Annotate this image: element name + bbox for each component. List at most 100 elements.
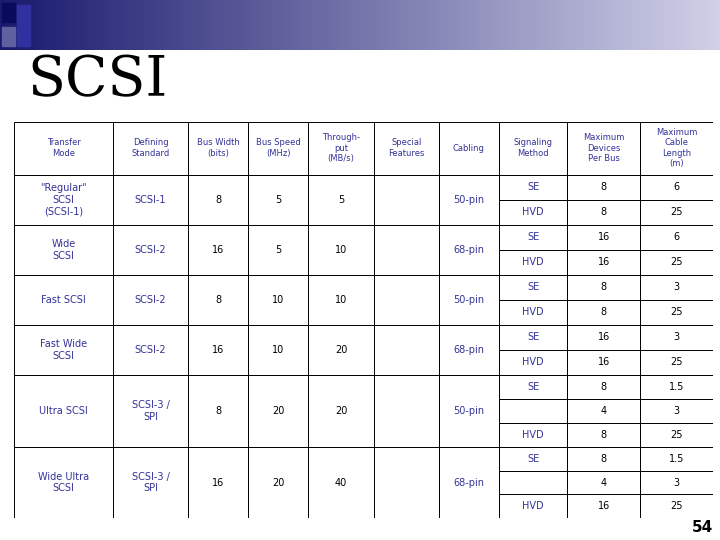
Text: 1.5: 1.5 xyxy=(669,382,684,392)
Text: HVD: HVD xyxy=(523,307,544,318)
Text: 68-pin: 68-pin xyxy=(454,477,485,488)
Bar xyxy=(640,225,713,250)
Bar xyxy=(113,447,188,518)
Text: 8: 8 xyxy=(600,382,607,392)
Bar xyxy=(499,470,567,495)
Bar xyxy=(567,350,640,375)
Bar xyxy=(113,275,188,325)
Bar xyxy=(640,122,713,175)
Text: Transfer
Mode: Transfer Mode xyxy=(47,138,81,158)
Text: 8: 8 xyxy=(600,454,607,463)
Bar xyxy=(14,225,113,275)
Bar xyxy=(113,375,188,447)
Bar xyxy=(640,175,713,200)
Text: HVD: HVD xyxy=(523,430,544,440)
Text: Wide
SCSI: Wide SCSI xyxy=(52,239,76,261)
Bar xyxy=(308,375,374,447)
Bar xyxy=(499,275,567,300)
Bar xyxy=(567,325,640,350)
Bar xyxy=(567,375,640,399)
Bar xyxy=(499,175,567,200)
Text: Through-
put
(MB/s): Through- put (MB/s) xyxy=(322,133,360,163)
Text: 40: 40 xyxy=(335,477,347,488)
Bar xyxy=(308,225,374,275)
Text: 3: 3 xyxy=(673,332,680,342)
Text: SE: SE xyxy=(527,183,539,192)
Bar xyxy=(640,275,713,300)
Text: 16: 16 xyxy=(598,332,610,342)
Text: SE: SE xyxy=(527,232,539,242)
Text: 3: 3 xyxy=(673,406,680,416)
Text: 25: 25 xyxy=(670,207,683,217)
Bar xyxy=(438,225,499,275)
Text: SE: SE xyxy=(527,454,539,463)
Bar xyxy=(499,122,567,175)
Bar xyxy=(567,470,640,495)
Text: SCSI-2: SCSI-2 xyxy=(135,345,166,355)
Text: "Regular"
SCSI
(SCSI-1): "Regular" SCSI (SCSI-1) xyxy=(40,183,87,217)
Text: 8: 8 xyxy=(600,430,607,440)
Text: 68-pin: 68-pin xyxy=(454,245,485,255)
Bar xyxy=(188,122,248,175)
Bar xyxy=(640,470,713,495)
Text: 5: 5 xyxy=(275,195,282,205)
Bar xyxy=(567,225,640,250)
Bar xyxy=(640,350,713,375)
Bar xyxy=(499,375,567,399)
Bar xyxy=(248,122,308,175)
Bar xyxy=(188,175,248,225)
Text: SE: SE xyxy=(527,282,539,292)
Bar xyxy=(640,495,713,518)
Bar xyxy=(188,275,248,325)
Text: 6: 6 xyxy=(673,232,680,242)
Text: 4: 4 xyxy=(600,477,607,488)
Bar xyxy=(374,175,438,225)
Text: 25: 25 xyxy=(670,430,683,440)
Bar xyxy=(248,325,308,375)
Text: 10: 10 xyxy=(335,245,347,255)
Bar xyxy=(188,225,248,275)
Text: HVD: HVD xyxy=(523,502,544,511)
Bar xyxy=(308,175,374,225)
Bar xyxy=(640,423,713,447)
Text: Defining
Standard: Defining Standard xyxy=(132,138,170,158)
Bar xyxy=(567,200,640,225)
Text: SCSI-3 /
SPI: SCSI-3 / SPI xyxy=(132,472,169,494)
Bar xyxy=(499,350,567,375)
Text: 68-pin: 68-pin xyxy=(454,345,485,355)
Bar xyxy=(14,325,113,375)
Bar xyxy=(499,200,567,225)
Bar xyxy=(374,275,438,325)
Bar xyxy=(374,447,438,518)
Text: 10: 10 xyxy=(335,295,347,305)
Bar xyxy=(567,122,640,175)
Text: 4: 4 xyxy=(600,406,607,416)
Text: 20: 20 xyxy=(272,406,284,416)
Text: HVD: HVD xyxy=(523,357,544,367)
Bar xyxy=(499,399,567,423)
Text: Fast SCSI: Fast SCSI xyxy=(41,295,86,305)
Bar xyxy=(640,200,713,225)
Bar xyxy=(438,122,499,175)
Bar xyxy=(14,175,113,225)
Text: 8: 8 xyxy=(215,406,221,416)
Text: 25: 25 xyxy=(670,502,683,511)
Bar xyxy=(567,447,640,470)
Bar xyxy=(248,375,308,447)
Text: 8: 8 xyxy=(215,295,221,305)
Text: SCSI-2: SCSI-2 xyxy=(135,295,166,305)
Text: 50-pin: 50-pin xyxy=(454,195,485,205)
Text: Special
Features: Special Features xyxy=(388,138,424,158)
Text: 16: 16 xyxy=(212,477,225,488)
Bar xyxy=(567,495,640,518)
Bar xyxy=(567,423,640,447)
Bar xyxy=(248,175,308,225)
Bar xyxy=(188,447,248,518)
Bar xyxy=(567,399,640,423)
Bar xyxy=(640,300,713,325)
Bar xyxy=(640,375,713,399)
Bar xyxy=(308,122,374,175)
Bar xyxy=(499,225,567,250)
Bar xyxy=(499,250,567,275)
Bar xyxy=(14,375,113,447)
